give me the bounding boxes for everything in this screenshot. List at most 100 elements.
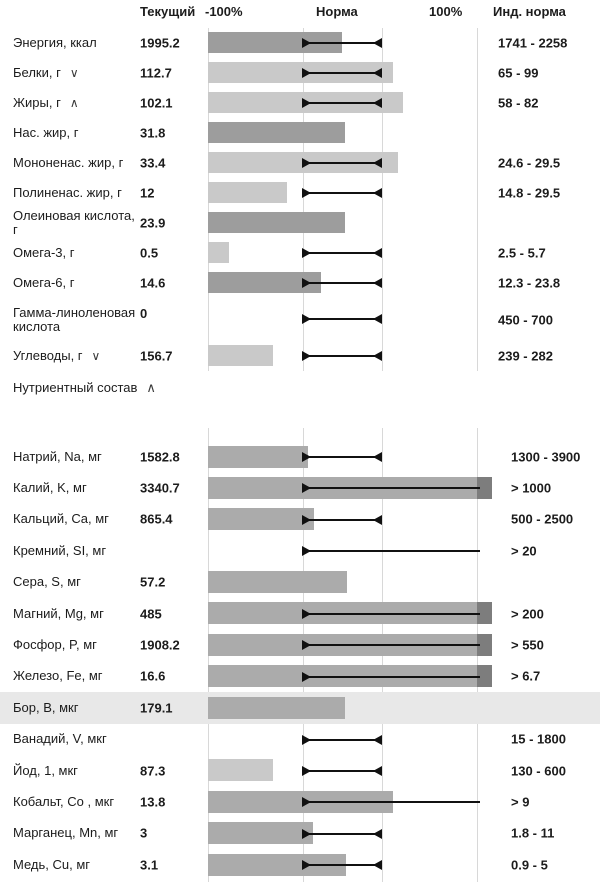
nutrient-row[interactable]: Натрий, Na, мг 1582.8 1300 - 3900 <box>0 441 600 472</box>
nutrient-row[interactable]: Калий, K, мг 3340.7 > 1000 <box>0 472 600 503</box>
row-label-text: Кальций, Ca, мг <box>13 511 109 527</box>
row-value: 16.6 <box>140 668 166 684</box>
bar-overflow-cap <box>477 665 493 688</box>
row-ind-norm: 1300 - 3900 <box>511 449 581 465</box>
row-ind-norm: > 550 <box>511 637 544 653</box>
row-label-text: Энергия, ккал <box>13 35 97 50</box>
norm-range-line <box>303 72 382 74</box>
row-chart <box>208 472 493 503</box>
nutrient-row[interactable]: Энергия, ккал 1995.2 1741 - 2258 <box>0 28 600 58</box>
nutrient-row[interactable]: Кобальт, Co , мкг 13.8 > 9 <box>0 786 600 817</box>
row-chart <box>208 341 477 371</box>
nutrient-row[interactable]: Жиры, г ∧ 102.1 58 - 82 <box>0 88 600 118</box>
norm-range-line <box>303 675 480 678</box>
row-value: 0.5 <box>140 245 159 261</box>
nutrient-row[interactable]: Нас. жир, г 31.8 <box>0 118 600 148</box>
row-value: 156.7 <box>140 348 173 364</box>
nutrient-row[interactable]: Гамма-линоленовая кислота 0 450 - 700 <box>0 298 600 341</box>
norm-range-line <box>303 456 382 458</box>
row-chart <box>208 598 493 629</box>
current-value-bar <box>208 790 394 813</box>
row-ind-norm: > 9 <box>511 794 530 810</box>
norm-range-line <box>303 644 480 647</box>
row-label-text: Омега-3, г <box>13 245 75 260</box>
range-end-arrow-icon <box>373 68 382 78</box>
range-start-arrow-icon <box>302 278 311 288</box>
range-start-arrow-icon <box>302 98 311 108</box>
row-label-text: Калий, K, мг <box>13 480 87 496</box>
nutrient-row[interactable]: Фосфор, P, мг 1908.2 > 550 <box>0 629 600 660</box>
row-value: 12 <box>140 185 155 201</box>
range-end-arrow-icon <box>373 278 382 288</box>
row-label: Углеводы, г ∨ <box>13 349 139 364</box>
nutrient-row[interactable]: Марганец, Mn, мг 3 1.8 - 11 <box>0 818 600 849</box>
range-end-arrow-icon <box>373 38 382 48</box>
nutrient-row[interactable]: Йод, 1, мкг 87.3 130 - 600 <box>0 755 600 786</box>
nutrient-row[interactable]: Бор, B, мкг 179.1 <box>0 692 600 724</box>
current-value-bar <box>208 822 313 845</box>
nutrient-row[interactable]: Олеиновая кислота, г 23.9 <box>0 208 600 238</box>
current-value-bar <box>208 212 345 233</box>
norm-range-line <box>303 282 382 284</box>
row-label-text: Сера, S, мг <box>13 574 81 590</box>
row-label-text: Нас. жир, г <box>13 125 79 140</box>
current-value-bar <box>208 272 321 293</box>
nutrient-row[interactable]: Кальций, Ca, мг 865.4 500 - 2500 <box>0 504 600 535</box>
row-ind-norm: 450 - 700 <box>498 312 553 327</box>
row-ind-norm: 0.9 - 5 <box>511 857 548 873</box>
nutrient-row[interactable]: Медь, Cu, мг 3.1 0.9 - 5 <box>0 849 600 880</box>
norm-range-line <box>303 550 480 553</box>
section-gap <box>0 405 600 428</box>
row-label-text: Фосфор, P, мг <box>13 637 97 653</box>
nutrient-row[interactable]: Полиненас. жир, г 12 14.8 - 29.5 <box>0 178 600 208</box>
row-ind-norm: 65 - 99 <box>498 65 539 81</box>
section-toggle-nutrient-composition[interactable]: Нутриентный состав ∧ <box>0 371 600 405</box>
chevron-down-icon[interactable]: ∨ <box>69 66 79 80</box>
row-label: Марганец, Mn, мг <box>13 826 139 840</box>
row-chart <box>208 629 493 660</box>
row-label-text: Кобальт, Co , мкг <box>13 793 115 809</box>
current-value-bar <box>208 853 346 876</box>
nutrient-row[interactable]: Ванадий, V, мкг 15 - 1800 <box>0 724 600 755</box>
row-ind-norm: 2.5 - 5.7 <box>498 245 546 261</box>
range-start-arrow-icon <box>302 483 311 494</box>
nutrient-row[interactable]: Омега-3, г 0.5 2.5 - 5.7 <box>0 238 600 268</box>
nutrient-row[interactable]: Сера, S, мг 57.2 <box>0 567 600 598</box>
row-value: 87.3 <box>140 763 166 779</box>
row-ind-norm: 24.6 - 29.5 <box>498 155 561 171</box>
row-label-text: Омега-6, г <box>13 275 75 290</box>
chevron-up-icon[interactable]: ∧ <box>69 96 79 110</box>
row-chart <box>208 818 477 849</box>
row-label: Медь, Cu, мг <box>13 857 139 872</box>
norm-range-line <box>303 252 382 254</box>
nutrient-row[interactable]: Кремний, SI, мг > 20 <box>0 535 600 566</box>
row-chart <box>208 661 493 692</box>
header-col-ind-norm: Инд. норма <box>493 4 566 19</box>
row-ind-norm: 130 - 600 <box>511 763 566 779</box>
row-ind-norm: 239 - 282 <box>498 348 553 364</box>
nutrient-row[interactable]: Мононенас. жир, г 33.4 24.6 - 29.5 <box>0 148 600 178</box>
row-ind-norm: > 20 <box>511 543 537 559</box>
row-label-text: Кремний, SI, мг <box>13 542 107 558</box>
range-start-arrow-icon <box>302 68 311 78</box>
current-value-bar <box>208 445 309 468</box>
nutrient-row[interactable]: Белки, г ∨ 112.7 65 - 99 <box>0 58 600 88</box>
range-end-arrow-icon <box>373 452 382 462</box>
row-label: Полиненас. жир, г <box>13 186 139 200</box>
row-chart <box>208 118 477 148</box>
range-start-arrow-icon <box>302 860 311 871</box>
row-value: 3.1 <box>140 857 159 873</box>
nutrient-row[interactable]: Омега-6, г 14.6 12.3 - 23.8 <box>0 268 600 298</box>
row-label: Йод, 1, мкг <box>13 762 139 778</box>
chevron-down-icon[interactable]: ∨ <box>91 349 101 363</box>
row-label: Сера, S, мг <box>13 575 139 589</box>
nutrient-row[interactable]: Углеводы, г ∨ 156.7 239 - 282 <box>0 341 600 371</box>
range-start-arrow-icon <box>302 640 311 651</box>
row-label-text: Йод, 1, мкг <box>13 762 78 778</box>
nutrient-row[interactable]: Железо, Fe, мг 16.6 > 6.7 <box>0 661 600 692</box>
nutrient-row[interactable]: Магний, Mg, мг 485 > 200 <box>0 598 600 629</box>
row-label-text: Белки, г <box>13 65 61 80</box>
chevron-up-icon: ∧ <box>146 380 156 395</box>
range-end-arrow-icon <box>373 158 382 168</box>
